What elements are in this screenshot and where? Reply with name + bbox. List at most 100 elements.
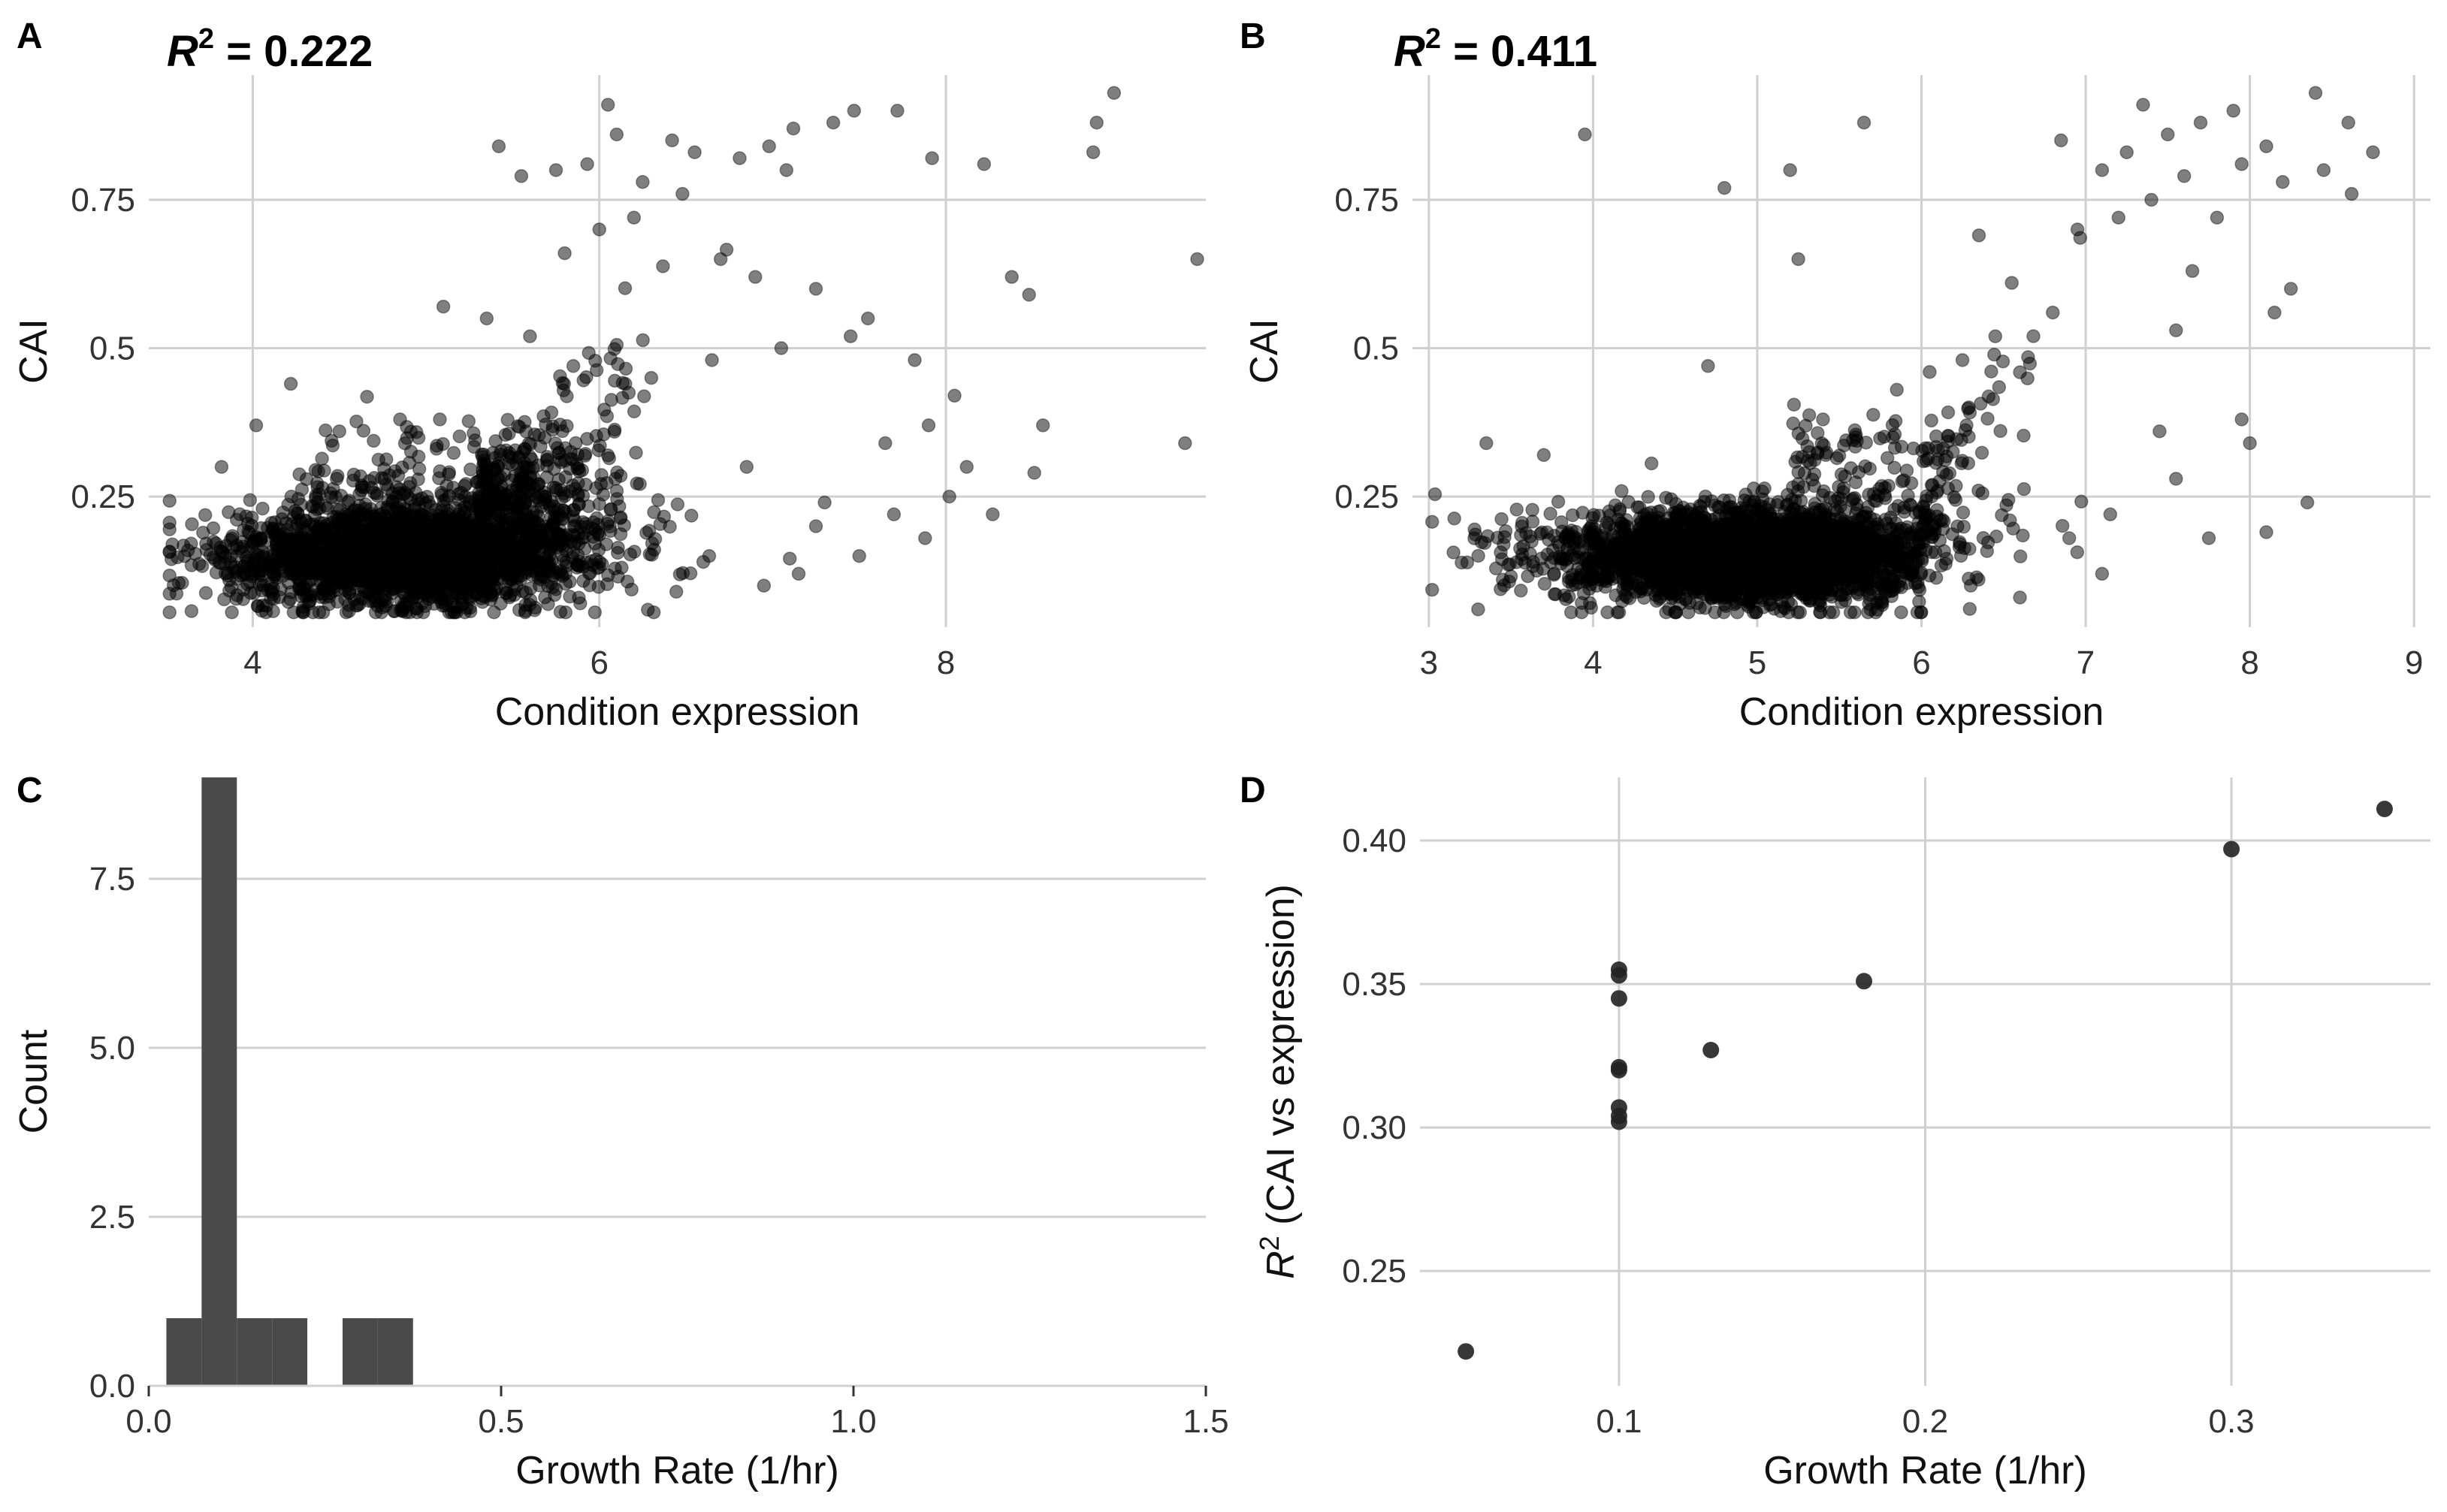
scatter-point (878, 436, 893, 451)
scatter-point (739, 460, 754, 474)
scatter-point (315, 451, 329, 466)
scatter-point (521, 436, 536, 451)
scatter-point (344, 543, 358, 557)
scatter-point (627, 545, 642, 559)
scatter-point (808, 519, 823, 533)
scatter-point (548, 163, 563, 177)
scatter-point (372, 571, 386, 586)
scatter-point (687, 145, 702, 159)
scatter-point (347, 502, 362, 517)
scatter-point (544, 405, 559, 420)
scatter-point (264, 525, 279, 539)
scatter-point (478, 530, 492, 544)
x-tick-label: 8 (937, 644, 955, 681)
scatter-point (198, 586, 213, 600)
scatter-point (417, 566, 432, 581)
scatter-point (1894, 605, 1908, 620)
scatter-point (589, 363, 604, 378)
scatter-point (618, 281, 633, 295)
scatter-point (249, 418, 264, 433)
scatter-point (399, 605, 413, 620)
y-tick-label: 0.25 (71, 478, 135, 515)
scatter-point (675, 186, 690, 201)
scatter-point (255, 603, 269, 618)
scatter-point (1494, 512, 1509, 527)
scatter-point (461, 414, 476, 428)
scatter-point (452, 507, 466, 521)
scatter-point (1941, 405, 1956, 420)
scatter-point (748, 270, 763, 284)
scatter-point (1956, 506, 1971, 520)
scatter-point (479, 311, 494, 326)
scatter-point (370, 488, 385, 503)
scatter-point (535, 488, 549, 502)
scatter-point (602, 451, 617, 466)
panel-a-title: R2 = 0.222 (167, 23, 373, 76)
scatter-point (1460, 555, 1475, 570)
scatter-point (1107, 86, 1122, 100)
scatter-point (627, 210, 642, 225)
scatter-point (1086, 145, 1101, 159)
scatter-point (582, 346, 596, 361)
scatter-point (633, 477, 647, 491)
scatter-point (669, 584, 684, 599)
scatter-point (1866, 407, 1881, 422)
scatter-point (322, 597, 337, 611)
scatter-point (600, 516, 615, 531)
scatter-point (523, 469, 537, 484)
scatter-point (786, 121, 801, 136)
scatter-point (1986, 392, 2001, 406)
scatter-point (408, 536, 422, 551)
scatter-point (636, 333, 650, 348)
scatter-point (1811, 426, 1825, 440)
scatter-point (597, 403, 612, 417)
scatter-point (647, 505, 661, 520)
scatter-point (579, 446, 593, 461)
scatter-point (1424, 582, 1440, 597)
scatter-point (610, 465, 624, 480)
scatter-point (326, 553, 341, 568)
scatter-point (977, 157, 992, 171)
scatter-point (307, 508, 322, 523)
x-tick-label: 4 (243, 644, 261, 681)
scatter-point (1975, 486, 1989, 501)
scatter-point (299, 588, 314, 603)
scatter-point (514, 169, 529, 183)
scatter-point (501, 548, 515, 563)
scatter-point (921, 418, 936, 433)
scatter-point (563, 445, 578, 459)
scatter-point (473, 501, 487, 515)
scatter-point (510, 515, 525, 529)
scatter-point (213, 544, 228, 559)
scatter-point (346, 467, 361, 482)
scatter-point (225, 529, 240, 543)
scatter-point (240, 554, 255, 568)
scatter-point (395, 533, 410, 548)
scatter-point (275, 512, 289, 527)
scatter-point (1427, 487, 1443, 502)
scatter-point (615, 391, 630, 405)
x-axis-title: Condition expression (495, 690, 860, 734)
scatter-point (266, 587, 280, 602)
scatter-point (411, 449, 426, 464)
scatter-point (713, 252, 728, 267)
scatter-point (618, 376, 633, 391)
scatter-point (557, 376, 572, 391)
scatter-point (442, 465, 457, 479)
scatter-point (609, 127, 624, 142)
scatter-point (184, 604, 199, 618)
scatter-point (1791, 465, 1805, 479)
scatter-point (947, 388, 962, 403)
scatter-point (414, 509, 429, 524)
scatter-point (852, 548, 866, 563)
scatter-point (305, 528, 320, 543)
scatter-point (295, 516, 310, 530)
scatter-point (1509, 502, 1524, 517)
scatter-point (352, 572, 367, 587)
scatter-point (449, 605, 464, 620)
scatter-point (464, 545, 479, 559)
scatter-point (253, 550, 268, 564)
scatter-point (162, 568, 177, 583)
scatter-point (360, 389, 374, 404)
scatter-point (523, 593, 538, 608)
